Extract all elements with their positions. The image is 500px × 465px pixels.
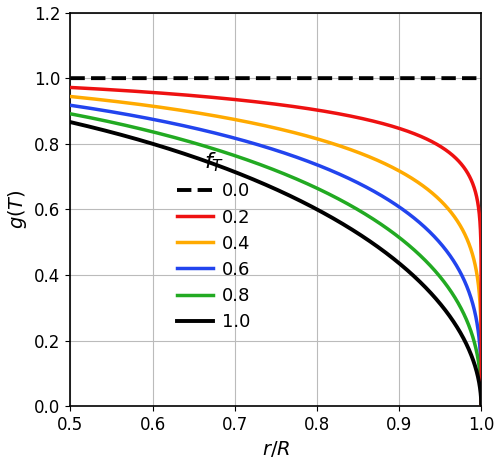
Legend: 0.0, 0.2, 0.4, 0.6, 0.8, 1.0: 0.0, 0.2, 0.4, 0.6, 0.8, 1.0 xyxy=(170,144,258,338)
X-axis label: $r/R$: $r/R$ xyxy=(262,439,290,459)
Y-axis label: $g(T)$: $g(T)$ xyxy=(6,189,28,229)
